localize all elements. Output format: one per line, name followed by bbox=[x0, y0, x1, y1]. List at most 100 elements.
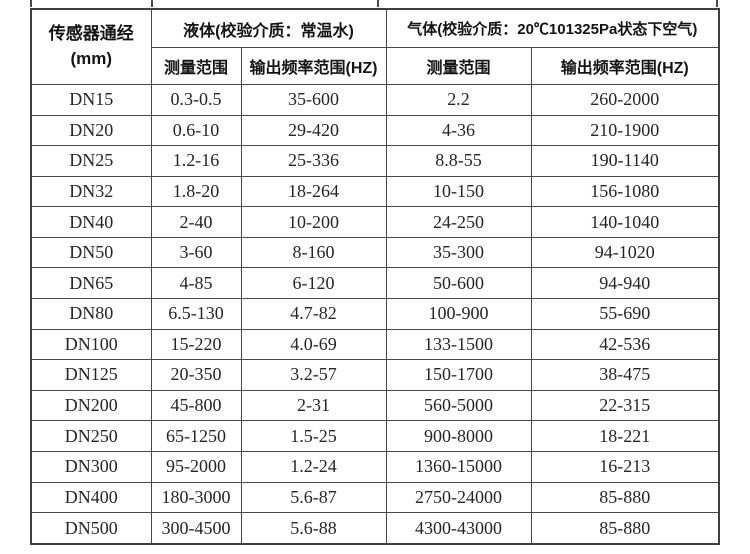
cell-dn: DN200 bbox=[30, 389, 152, 422]
header-gas-freq-range: 输出频率范围(HZ) bbox=[530, 47, 720, 85]
cell-liquid-range: 4-85 bbox=[150, 267, 242, 300]
table-row: DN20 0.6-10 29-420 4-36 210-1900 bbox=[30, 114, 720, 147]
table-row: DN50 3-60 8-160 35-300 94-1020 bbox=[30, 236, 720, 269]
cell-gas-freq: 260-2000 bbox=[530, 84, 720, 116]
cell-gas-range: 900-8000 bbox=[385, 420, 532, 452]
cell-liquid-range: 0.3-0.5 bbox=[150, 84, 242, 116]
header-sensor-diameter-line2: (mm) bbox=[70, 49, 113, 68]
cell-dn: DN40 bbox=[30, 206, 152, 238]
cell-dn: DN400 bbox=[30, 481, 152, 514]
cell-dn: DN80 bbox=[30, 298, 152, 330]
cell-dn: DN300 bbox=[30, 450, 152, 483]
table-row: DN125 20-350 3.2-57 150-1700 38-475 bbox=[30, 359, 720, 391]
cell-liquid-range: 6.5-130 bbox=[150, 298, 242, 330]
table-row: DN15 0.3-0.5 35-600 2.2 260-2000 bbox=[30, 84, 720, 116]
table-row: DN300 95-2000 1.2-24 1360-15000 16-213 bbox=[30, 450, 720, 483]
cell-gas-range: 10-150 bbox=[385, 175, 532, 208]
cell-liquid-range: 45-800 bbox=[150, 389, 242, 422]
cell-gas-range: 1360-15000 bbox=[385, 450, 532, 483]
cell-dn: DN50 bbox=[30, 236, 152, 269]
cell-gas-freq: 16-213 bbox=[530, 450, 720, 483]
cell-gas-freq: 85-880 bbox=[530, 481, 720, 514]
table-row: DN500 300-4500 5.6-88 4300-43000 85-880 bbox=[30, 512, 720, 545]
header-sensor-diameter-line1: 传感器通经 bbox=[48, 24, 134, 44]
cell-liquid-freq: 29-420 bbox=[240, 114, 387, 147]
cell-dn: DN25 bbox=[30, 145, 152, 177]
cell-gas-range: 24-250 bbox=[385, 206, 532, 238]
cell-liquid-freq: 18-264 bbox=[240, 175, 387, 208]
cropped-border-remnant bbox=[151, 0, 153, 7]
cell-liquid-range: 65-1250 bbox=[150, 420, 242, 452]
cell-gas-range: 50-600 bbox=[385, 267, 532, 300]
cell-gas-freq: 210-1900 bbox=[530, 114, 720, 147]
cell-gas-range: 2750-24000 bbox=[385, 481, 532, 514]
cell-liquid-freq: 6-120 bbox=[240, 267, 387, 300]
cell-liquid-range: 180-3000 bbox=[150, 481, 242, 514]
cell-gas-freq: 156-1080 bbox=[530, 175, 720, 208]
cell-liquid-freq: 1.2-24 bbox=[240, 450, 387, 483]
cell-gas-range: 2.2 bbox=[385, 84, 532, 116]
table-row: DN65 4-85 6-120 50-600 94-940 bbox=[30, 267, 720, 300]
cell-liquid-range: 0.6-10 bbox=[150, 114, 242, 147]
cell-liquid-freq: 10-200 bbox=[240, 206, 387, 238]
header-row-subcolumns: 测量范围 输出频率范围(HZ) 测量范围 输出频率范围(HZ) bbox=[31, 47, 720, 85]
cell-dn: DN100 bbox=[30, 328, 152, 361]
cell-liquid-range: 3-60 bbox=[150, 236, 242, 269]
cell-liquid-range: 1.2-16 bbox=[150, 145, 242, 177]
cell-gas-freq: 140-1040 bbox=[530, 206, 720, 238]
table-row: DN80 6.5-130 4.7-82 100-900 55-690 bbox=[30, 298, 720, 330]
cell-liquid-freq: 25-336 bbox=[240, 145, 387, 177]
cell-gas-freq: 22-315 bbox=[530, 389, 720, 422]
cell-gas-range: 560-5000 bbox=[385, 389, 532, 422]
cell-liquid-range: 1.8-20 bbox=[150, 175, 242, 208]
cell-liquid-freq: 2-31 bbox=[240, 389, 387, 422]
cell-liquid-range: 20-350 bbox=[150, 359, 242, 391]
cell-gas-range: 133-1500 bbox=[385, 328, 532, 361]
cell-dn: DN500 bbox=[30, 512, 152, 545]
flow-meter-range-table: 传感器通经 (mm) 液体(校验介质：常温水) 气体(校验介质：20℃10132… bbox=[30, 8, 721, 545]
cell-liquid-freq: 4.7-82 bbox=[240, 298, 387, 330]
cell-liquid-freq: 5.6-88 bbox=[240, 512, 387, 545]
cell-liquid-freq: 35-600 bbox=[240, 84, 387, 116]
cell-dn: DN125 bbox=[30, 359, 152, 391]
cell-dn: DN15 bbox=[30, 84, 152, 116]
header-gas-measure-range: 测量范围 bbox=[385, 47, 532, 85]
table-header: 传感器通经 (mm) 液体(校验介质：常温水) 气体(校验介质：20℃10132… bbox=[30, 8, 720, 85]
header-row-groups: 传感器通经 (mm) 液体(校验介质：常温水) 气体(校验介质：20℃10132… bbox=[30, 8, 720, 85]
cell-dn: DN32 bbox=[30, 175, 152, 208]
table-row: DN40 2-40 10-200 24-250 140-1040 bbox=[30, 206, 720, 238]
cell-gas-freq: 55-690 bbox=[530, 298, 720, 330]
table-body: DN15 0.3-0.5 35-600 2.2 260-2000 DN20 0.… bbox=[30, 84, 720, 545]
table-row: DN25 1.2-16 25-336 8.8-55 190-1140 bbox=[30, 145, 720, 177]
cropped-border-remnant bbox=[377, 0, 379, 7]
cell-gas-freq: 42-536 bbox=[530, 328, 720, 361]
cell-gas-freq: 85-880 bbox=[530, 512, 720, 545]
cropped-border-remnant bbox=[30, 0, 32, 7]
cell-gas-freq: 94-1020 bbox=[530, 236, 720, 269]
cell-liquid-range: 95-2000 bbox=[150, 450, 242, 483]
header-liquid-freq-range: 输出频率范围(HZ) bbox=[240, 47, 387, 85]
cell-dn: DN65 bbox=[30, 267, 152, 300]
cell-liquid-freq: 8-160 bbox=[240, 236, 387, 269]
cell-liquid-freq: 4.0-69 bbox=[240, 328, 387, 361]
table-row: DN250 65-1250 1.5-25 900-8000 18-221 bbox=[30, 420, 720, 452]
header-liquid-group: 液体(校验介质：常温水) bbox=[150, 8, 387, 48]
header-liquid-measure-range: 测量范围 bbox=[150, 47, 242, 85]
cell-gas-range: 35-300 bbox=[385, 236, 532, 269]
cell-gas-range: 100-900 bbox=[385, 298, 532, 330]
cell-liquid-freq: 3.2-57 bbox=[240, 359, 387, 391]
cell-gas-range: 4300-43000 bbox=[385, 512, 532, 545]
cropped-border-remnant bbox=[716, 0, 718, 7]
cell-liquid-freq: 5.6-87 bbox=[240, 481, 387, 514]
cell-gas-range: 4-36 bbox=[385, 114, 532, 147]
cell-dn: DN250 bbox=[30, 420, 152, 452]
cell-gas-freq: 18-221 bbox=[530, 420, 720, 452]
cell-liquid-range: 300-4500 bbox=[150, 512, 242, 545]
cell-gas-freq: 38-475 bbox=[530, 359, 720, 391]
cell-gas-range: 150-1700 bbox=[385, 359, 532, 391]
cell-gas-freq: 94-940 bbox=[530, 267, 720, 300]
cell-gas-range: 8.8-55 bbox=[385, 145, 532, 177]
table-row: DN200 45-800 2-31 560-5000 22-315 bbox=[30, 389, 720, 422]
table-row: DN100 15-220 4.0-69 133-1500 42-536 bbox=[30, 328, 720, 361]
